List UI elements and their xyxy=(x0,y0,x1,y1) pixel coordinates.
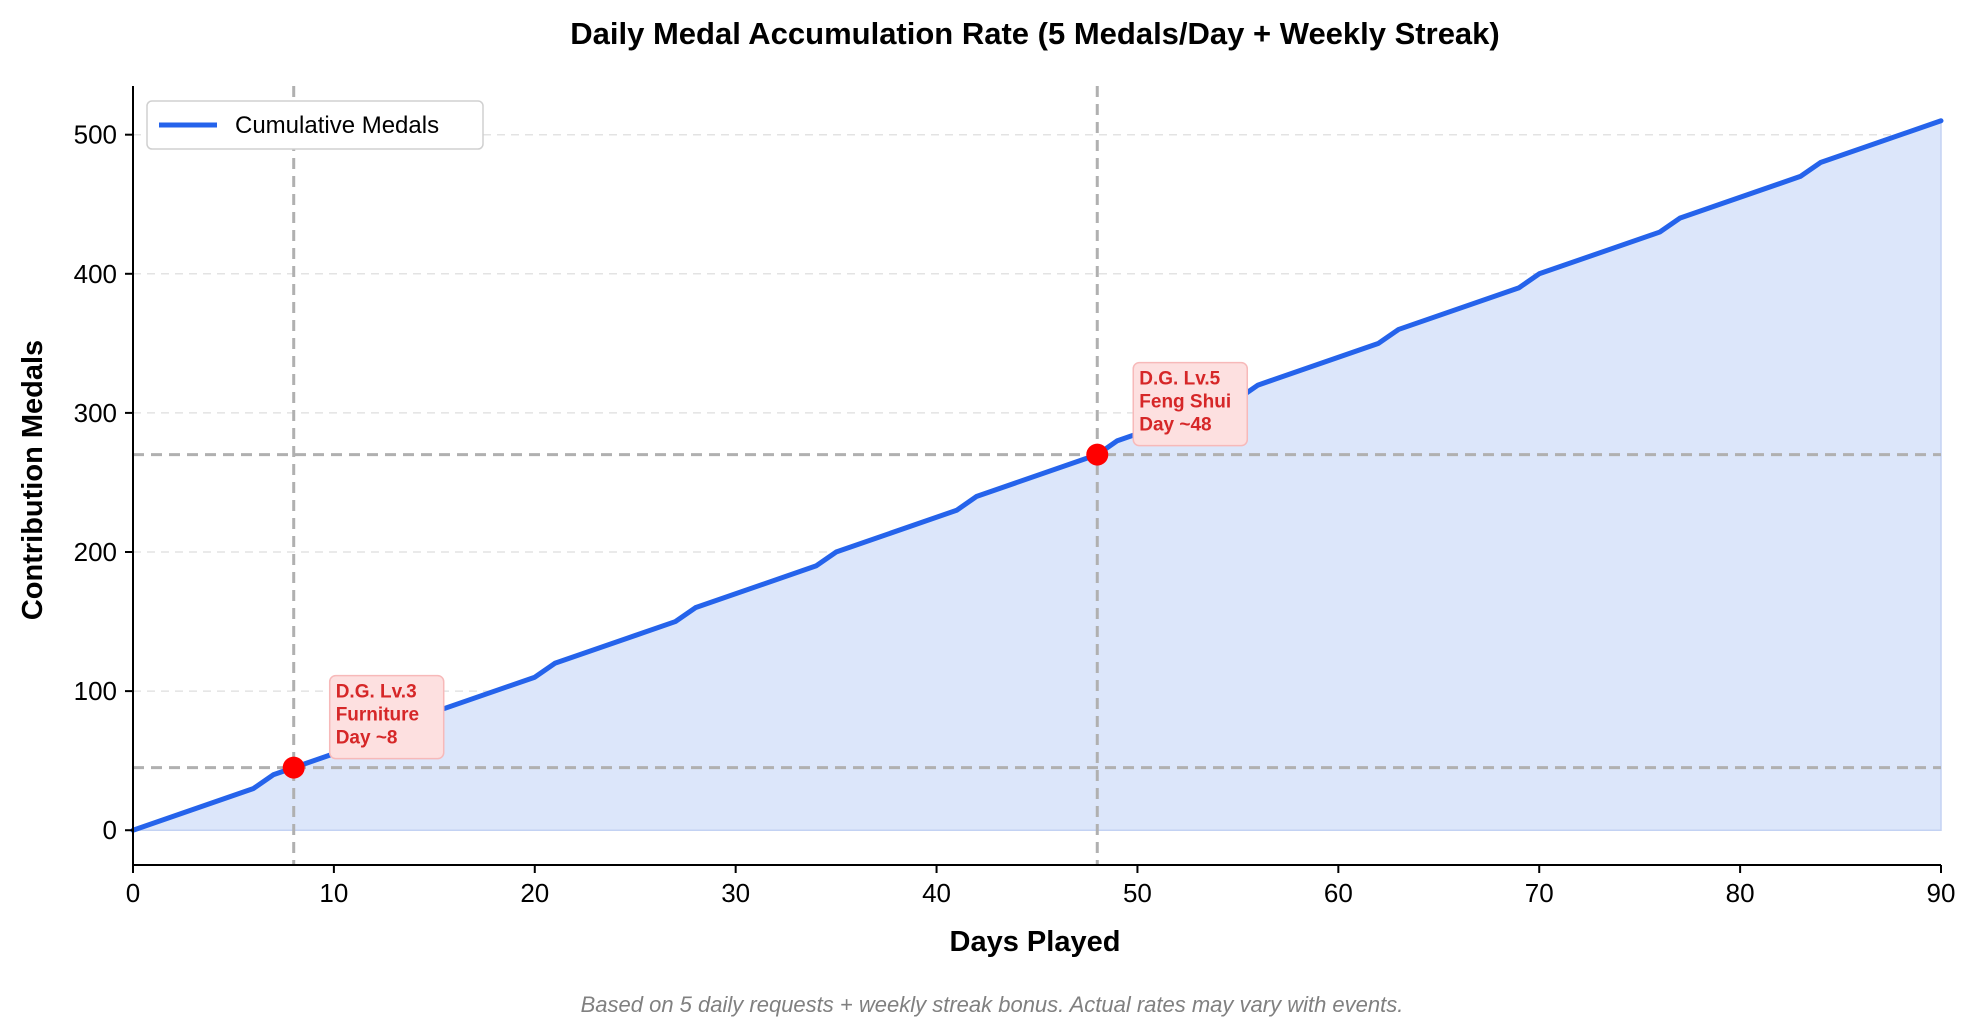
reference-lines xyxy=(133,86,1941,865)
milestone-annotation-text: D.G. Lv.3 xyxy=(336,682,417,703)
x-tick-label: 20 xyxy=(520,878,549,908)
milestone-annotation-text: Feng Shui xyxy=(1139,392,1231,413)
legend: Cumulative Medals xyxy=(146,100,484,150)
y-tick-label: 400 xyxy=(74,259,117,289)
milestone-annotation-box xyxy=(1132,361,1249,447)
y-tick-label: 0 xyxy=(103,815,117,845)
y-tick-label: 500 xyxy=(74,120,117,150)
y-tick-label: 200 xyxy=(74,537,117,567)
milestone-marker xyxy=(282,756,305,779)
chart-title: Daily Medal Accumulation Rate (5 Medals/… xyxy=(570,16,1500,51)
milestone-annotation-text: Furniture xyxy=(336,705,419,726)
milestone-marker xyxy=(1086,443,1109,466)
milestone-annotation-box xyxy=(328,674,445,760)
y-tick-label: 300 xyxy=(74,398,117,428)
legend-entry-label: Cumulative Medals xyxy=(235,112,439,139)
legend-box xyxy=(146,100,484,150)
milestone-annotation-text: Day ~8 xyxy=(336,728,398,749)
x-tick-label: 70 xyxy=(1525,878,1554,908)
x-tick-label: 50 xyxy=(1123,878,1152,908)
x-tick-label: 0 xyxy=(126,878,140,908)
x-axis-label: Days Played xyxy=(950,926,1121,958)
x-tick-label: 80 xyxy=(1726,878,1755,908)
x-tick-label: 60 xyxy=(1324,878,1353,908)
y-tick-label: 100 xyxy=(74,676,117,706)
milestone-annotation-text: D.G. Lv.5 xyxy=(1139,369,1220,390)
x-tick-label: 90 xyxy=(1927,878,1956,908)
milestone-markers xyxy=(282,443,1109,779)
x-tick-label: 10 xyxy=(319,878,348,908)
milestone-annotation-text: Day ~48 xyxy=(1139,415,1211,436)
footnote: Based on 5 daily requests + weekly strea… xyxy=(581,992,1404,1017)
x-tick-label: 40 xyxy=(922,878,951,908)
x-tick-label: 30 xyxy=(721,878,750,908)
axes: 0 10 20 30 40 50 60 70 80 90 0 100 200 300 400 500 xyxy=(74,86,1956,908)
y-axis-label: Contribution Medals xyxy=(17,340,49,620)
